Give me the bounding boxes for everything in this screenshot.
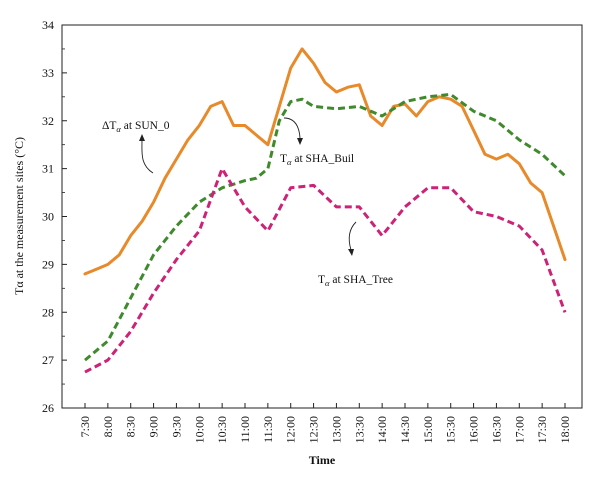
y-tick-label: 33 bbox=[42, 66, 54, 80]
series-layer bbox=[83, 47, 567, 374]
annotation-sha-buil: Tα at SHA_Buil bbox=[280, 117, 354, 167]
x-tick-label: 13:00 bbox=[329, 416, 343, 443]
annotation-sun0-arrow bbox=[141, 139, 154, 174]
plot-frame bbox=[61, 24, 583, 409]
x-tick-label: 17:30 bbox=[535, 416, 549, 443]
x-tick-label: 16:00 bbox=[467, 416, 481, 443]
y-tick-label: 29 bbox=[42, 257, 54, 271]
x-tick-label: 10:30 bbox=[215, 416, 229, 443]
series-line-2 bbox=[84, 167, 567, 374]
y-tick-label: 30 bbox=[42, 210, 54, 224]
x-tick-label: 11:00 bbox=[238, 416, 252, 443]
y-tick-label: 31 bbox=[42, 162, 54, 176]
x-tick-label: 8:00 bbox=[101, 416, 115, 437]
y-axis-title: Tα at the measurement sites (°C) bbox=[12, 137, 26, 295]
x-tick-label: 8:30 bbox=[124, 416, 138, 437]
annotation-sha-tree-label: Tα at SHA_Tree bbox=[318, 274, 393, 288]
x-axis-title: Time bbox=[309, 453, 336, 467]
y-tick-label: 26 bbox=[42, 401, 54, 415]
x-tick-label: 13:30 bbox=[352, 416, 366, 443]
x-tick-label: 9:30 bbox=[169, 416, 183, 437]
y-axis: 26 27 28 29 30 31 32 33 34 bbox=[42, 18, 67, 415]
y-tick-label: 28 bbox=[42, 305, 54, 319]
y-tick-label: 27 bbox=[42, 353, 54, 367]
x-tick-label: 16:30 bbox=[489, 416, 503, 443]
annotation-sha-buil-label: Tα at SHA_Buil bbox=[280, 153, 354, 167]
y-tick-label: 34 bbox=[42, 18, 54, 32]
annotation-sha-tree-arrowhead bbox=[348, 249, 354, 256]
series-line-1 bbox=[84, 92, 567, 362]
x-tick-label: 12:00 bbox=[284, 416, 298, 443]
series-line-0 bbox=[83, 47, 567, 276]
x-tick-label: 10:00 bbox=[192, 416, 206, 443]
x-tick-label: 11:30 bbox=[261, 416, 275, 443]
x-tick-label: 15:30 bbox=[444, 416, 458, 443]
x-tick-label: 9:00 bbox=[147, 416, 161, 437]
x-tick-label: 15:00 bbox=[421, 416, 435, 443]
x-tick-label: 18:00 bbox=[558, 416, 572, 443]
annotation-sun0-arrowhead bbox=[139, 134, 145, 141]
x-tick-label: 12:30 bbox=[307, 416, 321, 443]
x-axis: 7:30 8:00 8:30 9:00 9:30 10:00 10:30 11:00 11:30… bbox=[78, 403, 572, 443]
annotation-sha-buil-arrow bbox=[283, 117, 301, 139]
annotation-sha-buil-arrowhead bbox=[297, 138, 303, 145]
x-tick-label: 17:00 bbox=[512, 416, 526, 443]
annotation-sha-tree-arrow bbox=[348, 221, 357, 251]
y-tick-label: 32 bbox=[42, 114, 54, 128]
x-tick-label: 14:30 bbox=[398, 416, 412, 443]
annotation-sun0-label: ΔTα at SUN_0 bbox=[102, 120, 170, 134]
annotation-sun0: ΔTα at SUN_0 bbox=[102, 120, 170, 174]
x-tick-label: 14:00 bbox=[375, 416, 389, 443]
annotation-sha-tree: Tα at SHA_Tree bbox=[318, 221, 393, 288]
x-tick-label: 7:30 bbox=[78, 416, 92, 437]
